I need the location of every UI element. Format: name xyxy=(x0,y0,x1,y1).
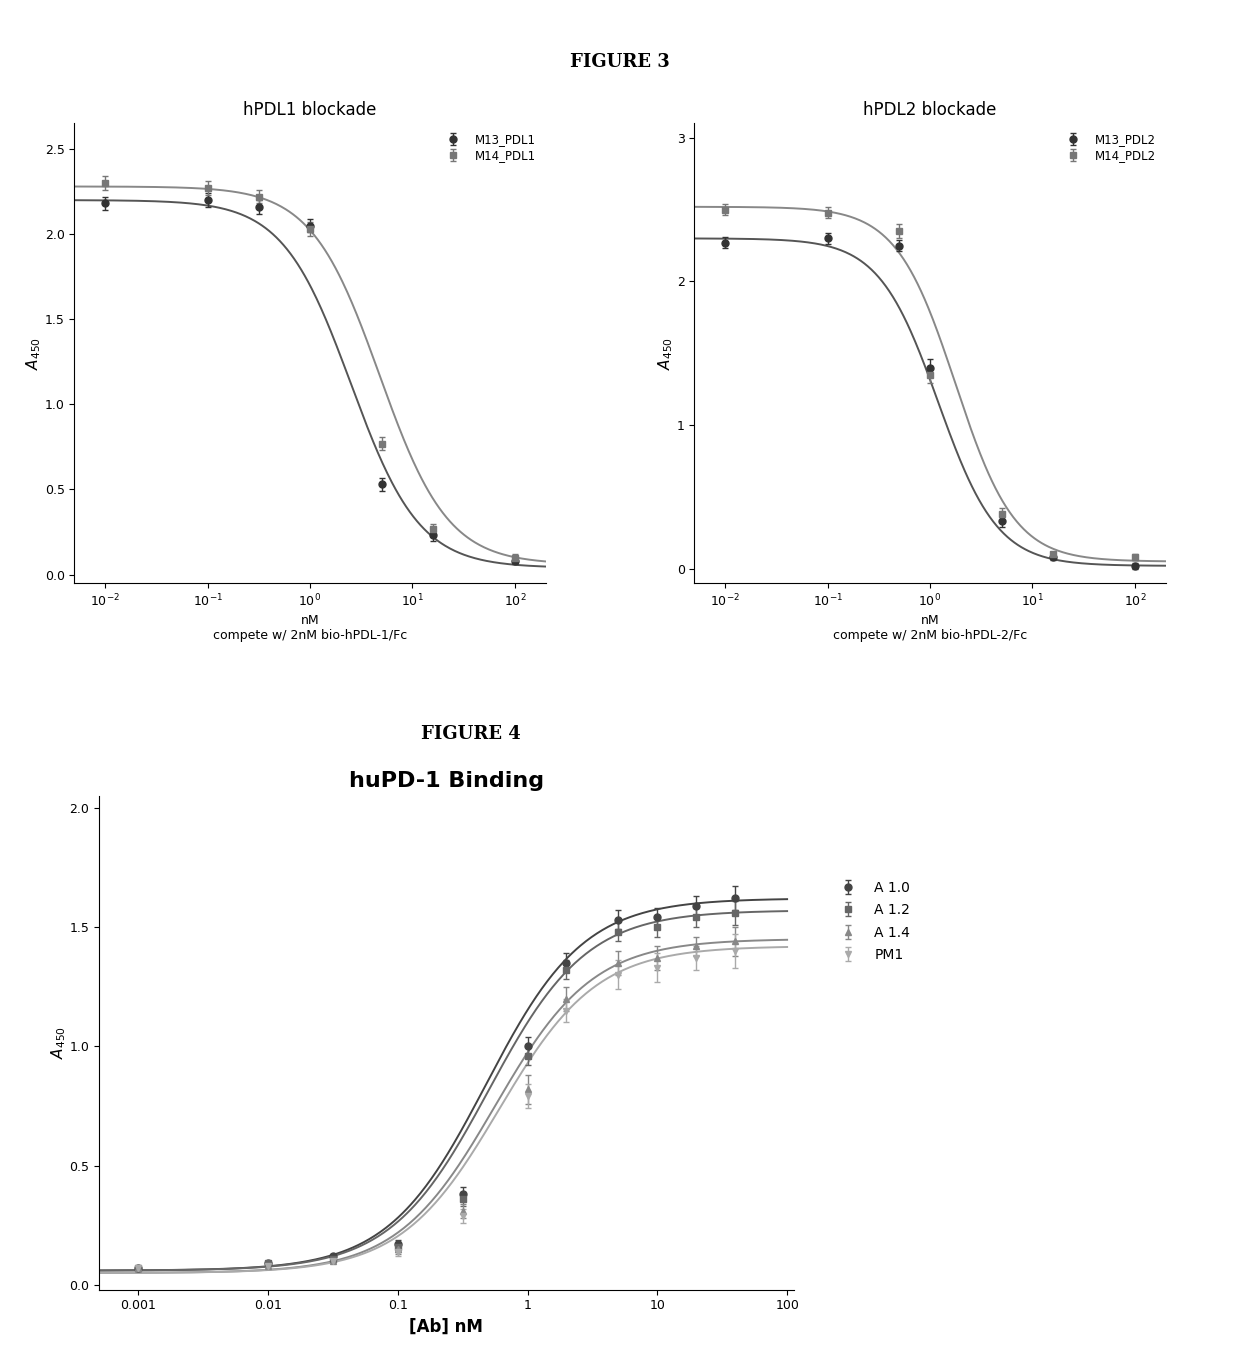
Y-axis label: $A_{450}$: $A_{450}$ xyxy=(50,1026,68,1059)
Text: FIGURE 4: FIGURE 4 xyxy=(422,724,521,744)
X-axis label: nM
compete w/ 2nM bio-hPDL-2/Fc: nM compete w/ 2nM bio-hPDL-2/Fc xyxy=(833,613,1027,642)
Title: huPD-1 Binding: huPD-1 Binding xyxy=(348,771,544,792)
Title: hPDL2 blockade: hPDL2 blockade xyxy=(863,102,997,119)
Legend: A 1.0, A 1.2, A 1.4, PM1: A 1.0, A 1.2, A 1.4, PM1 xyxy=(828,877,914,966)
Y-axis label: $A_{450}$: $A_{450}$ xyxy=(25,336,43,370)
Title: hPDL1 blockade: hPDL1 blockade xyxy=(243,102,377,119)
Legend: M13_PDL1, M14_PDL1: M13_PDL1, M14_PDL1 xyxy=(436,129,539,166)
X-axis label: nM
compete w/ 2nM bio-hPDL-1/Fc: nM compete w/ 2nM bio-hPDL-1/Fc xyxy=(213,613,407,642)
Legend: M13_PDL2, M14_PDL2: M13_PDL2, M14_PDL2 xyxy=(1056,129,1159,166)
Text: FIGURE 3: FIGURE 3 xyxy=(570,52,670,71)
Y-axis label: $A_{450}$: $A_{450}$ xyxy=(657,336,676,370)
X-axis label: [Ab] nM: [Ab] nM xyxy=(409,1318,484,1336)
